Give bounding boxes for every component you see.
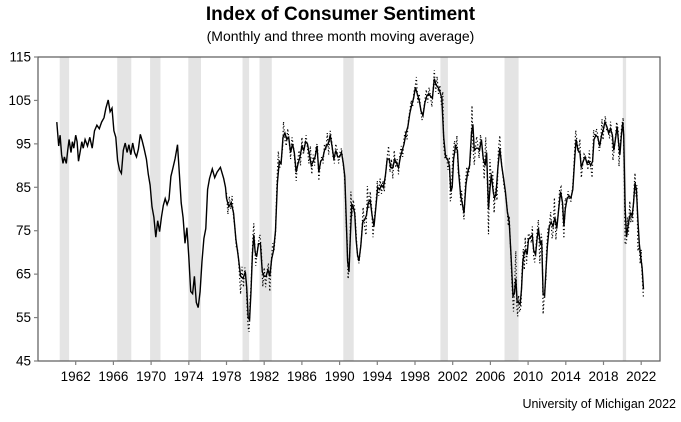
- x-axis-tick-label: 2018: [588, 369, 618, 384]
- recession-band: [188, 57, 201, 361]
- x-axis-tick-label: 2006: [475, 369, 505, 384]
- y-axis-tick-label: 115: [9, 50, 31, 65]
- recession-band: [59, 57, 70, 361]
- y-axis-tick-label: 105: [8, 93, 31, 108]
- x-axis-tick-label: 2014: [551, 369, 582, 384]
- x-axis-tick-label: 1962: [61, 369, 91, 384]
- x-axis-tick-label: 2002: [438, 369, 468, 384]
- y-axis-tick-label: 95: [16, 136, 31, 151]
- plot-frame: [37, 56, 661, 362]
- x-axis-tick-label: 1978: [211, 369, 241, 384]
- x-axis-tick-label: 1990: [325, 369, 355, 384]
- y-axis-tick-label: 75: [16, 223, 31, 238]
- moving-average-series-line: [56, 78, 645, 322]
- x-axis-tick-label: 1994: [362, 369, 393, 384]
- x-axis-tick-label: 2022: [626, 369, 656, 384]
- x-axis-tick-label: 1982: [249, 369, 279, 384]
- recession-band: [259, 57, 272, 361]
- x-axis-tick-label: 1998: [400, 369, 430, 384]
- x-axis-tick-label: 1974: [174, 369, 205, 384]
- x-axis-tick-label: 1966: [98, 369, 128, 384]
- y-axis-tick-label: 65: [16, 267, 31, 282]
- recession-band: [440, 57, 448, 361]
- recession-band: [343, 57, 354, 361]
- x-axis-tick-label: 1970: [136, 369, 166, 384]
- monthly-series-line: [225, 69, 645, 333]
- chart-title: Index of Consumer Sentiment: [205, 4, 476, 25]
- y-axis-tick-label: 45: [16, 354, 31, 369]
- y-axis-tick-label: 85: [16, 180, 31, 195]
- recession-band: [622, 57, 627, 361]
- y-axis-tick-label: 55: [16, 310, 31, 325]
- source-credit: University of Michigan 2022: [522, 397, 676, 411]
- x-axis-tick-label: 2010: [513, 369, 543, 384]
- recession-band: [242, 57, 250, 361]
- recession-band: [117, 57, 132, 361]
- recession-band: [150, 57, 161, 361]
- x-axis-tick-label: 1986: [287, 369, 317, 384]
- chart-subtitle: (Monthly and three month moving average): [206, 28, 475, 44]
